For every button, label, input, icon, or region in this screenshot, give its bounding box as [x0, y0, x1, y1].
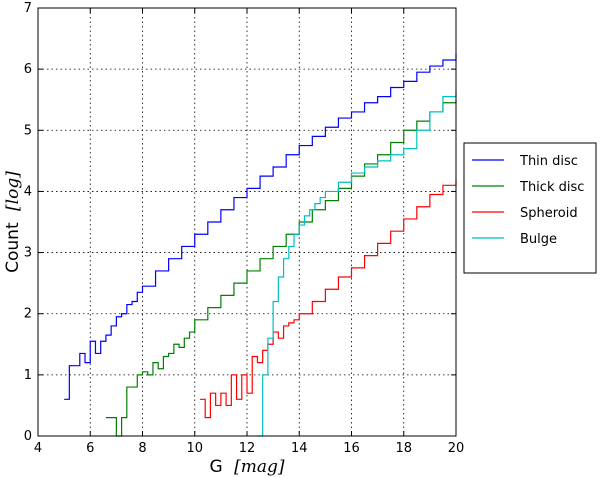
y-tick-label: 1	[24, 368, 32, 383]
x-tick-label: 20	[448, 441, 465, 456]
y-tick-label: 4	[24, 184, 32, 199]
y-axis-label-main: Count	[3, 222, 23, 273]
legend-label: Bulge	[520, 232, 557, 247]
x-axis-label-unit: [mag]	[234, 457, 285, 477]
legend-label: Spheroid	[520, 206, 578, 221]
x-tick-label: 4	[34, 441, 42, 456]
y-tick-label: 3	[24, 246, 32, 261]
x-tick-label: 18	[395, 441, 412, 456]
x-tick-label: 14	[291, 441, 308, 456]
x-tick-label: 10	[186, 441, 203, 456]
y-axis-label-unit: [log]	[3, 171, 23, 211]
y-tick-label: 7	[24, 1, 32, 16]
x-axis-label: G [mag]	[210, 457, 285, 477]
y-axis-label: Count [log]	[3, 171, 23, 273]
x-tick-label: 8	[138, 441, 146, 456]
series-layer	[64, 53, 457, 437]
x-tick-label: 6	[86, 441, 94, 456]
legend-label: Thin disc	[519, 154, 578, 169]
series-line-0	[64, 53, 457, 400]
legend-label: Thick disc	[519, 180, 584, 195]
x-tick-label: 16	[343, 441, 360, 456]
legend-box	[463, 142, 597, 274]
y-tick-label: 2	[24, 307, 32, 322]
series-line-1	[105, 99, 457, 437]
x-axis-label-main: G	[210, 457, 223, 477]
x-tick-label: 12	[239, 441, 256, 456]
series-line-3	[257, 90, 457, 437]
y-tick-label: 0	[24, 429, 32, 444]
y-tick-label: 5	[24, 123, 32, 138]
legend: Thin disc Thick disc Spheroid Bulge	[463, 142, 597, 274]
grid	[37, 7, 457, 437]
series-line-2	[199, 179, 457, 419]
y-tick-label: 6	[24, 62, 32, 77]
